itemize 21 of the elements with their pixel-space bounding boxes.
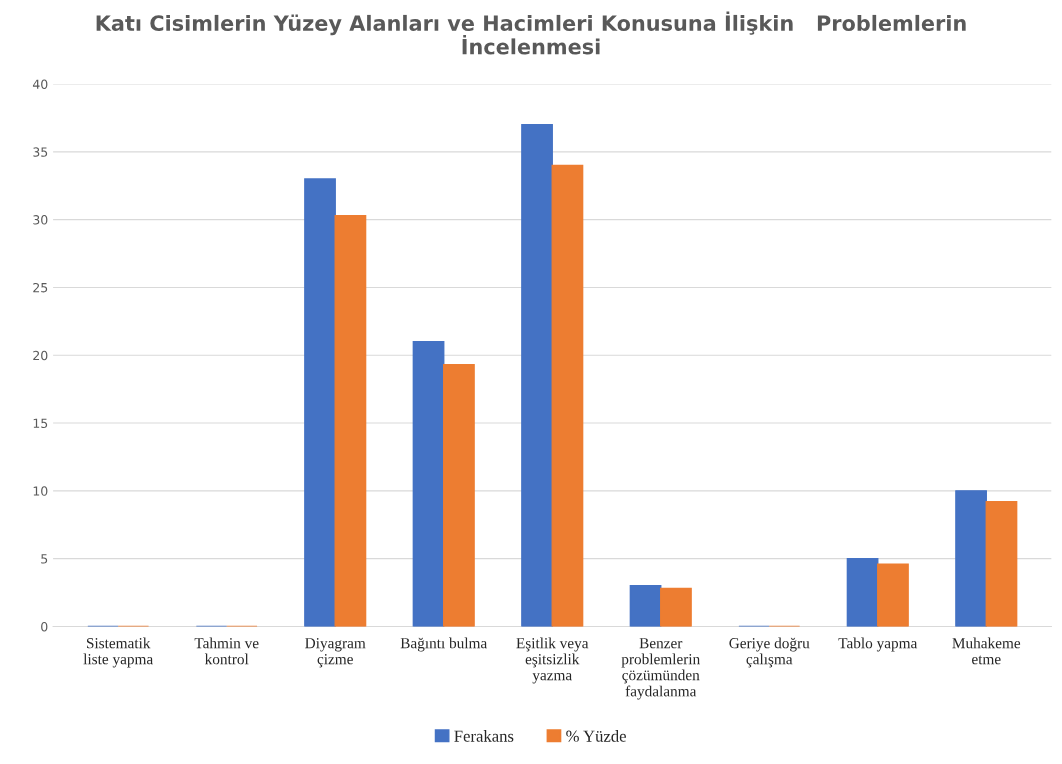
y-tick-label: 40 bbox=[32, 79, 48, 89]
y-tick-label: 15 bbox=[33, 418, 48, 428]
x-tick-label: Tahmin ve kontrol bbox=[194, 637, 259, 665]
x-tick-label: Benzer problemlerin çözümünden faydalanma bbox=[621, 638, 700, 700]
y-tick-label: 5 bbox=[41, 554, 48, 564]
y-tick-label: 10 bbox=[33, 486, 48, 496]
x-tick-label: Bağıntı bulma bbox=[400, 637, 488, 652]
y-tick-label: 0 bbox=[41, 621, 48, 632]
x-tick-label: Geriye doğru çalışma bbox=[729, 637, 810, 668]
y-tick-label: 20 bbox=[33, 350, 48, 361]
x-tick-label: Diyagram çizme bbox=[305, 638, 366, 668]
x-tick-label: Eşitlik veya eşitsizlik yazma bbox=[516, 637, 589, 684]
x-tick-label: Muhakeme etme bbox=[952, 637, 1021, 665]
x-tick-label: Tablo yapma bbox=[838, 637, 918, 652]
chart-title: Katı Cisimlerin Yüzey Alanları ve Hacimleri Konusuna İlişkin Problemlerin İncelenmesi bbox=[96, 11, 966, 55]
x-tick-label: Sistematik liste yapma bbox=[83, 637, 153, 668]
y-tick-label: 30 bbox=[33, 215, 48, 225]
y-tick-label: 25 bbox=[33, 282, 48, 293]
legend-label: % Yüzde bbox=[566, 730, 626, 742]
legend-label: Ferakans bbox=[454, 730, 514, 742]
y-tick-label: 35 bbox=[33, 147, 48, 157]
